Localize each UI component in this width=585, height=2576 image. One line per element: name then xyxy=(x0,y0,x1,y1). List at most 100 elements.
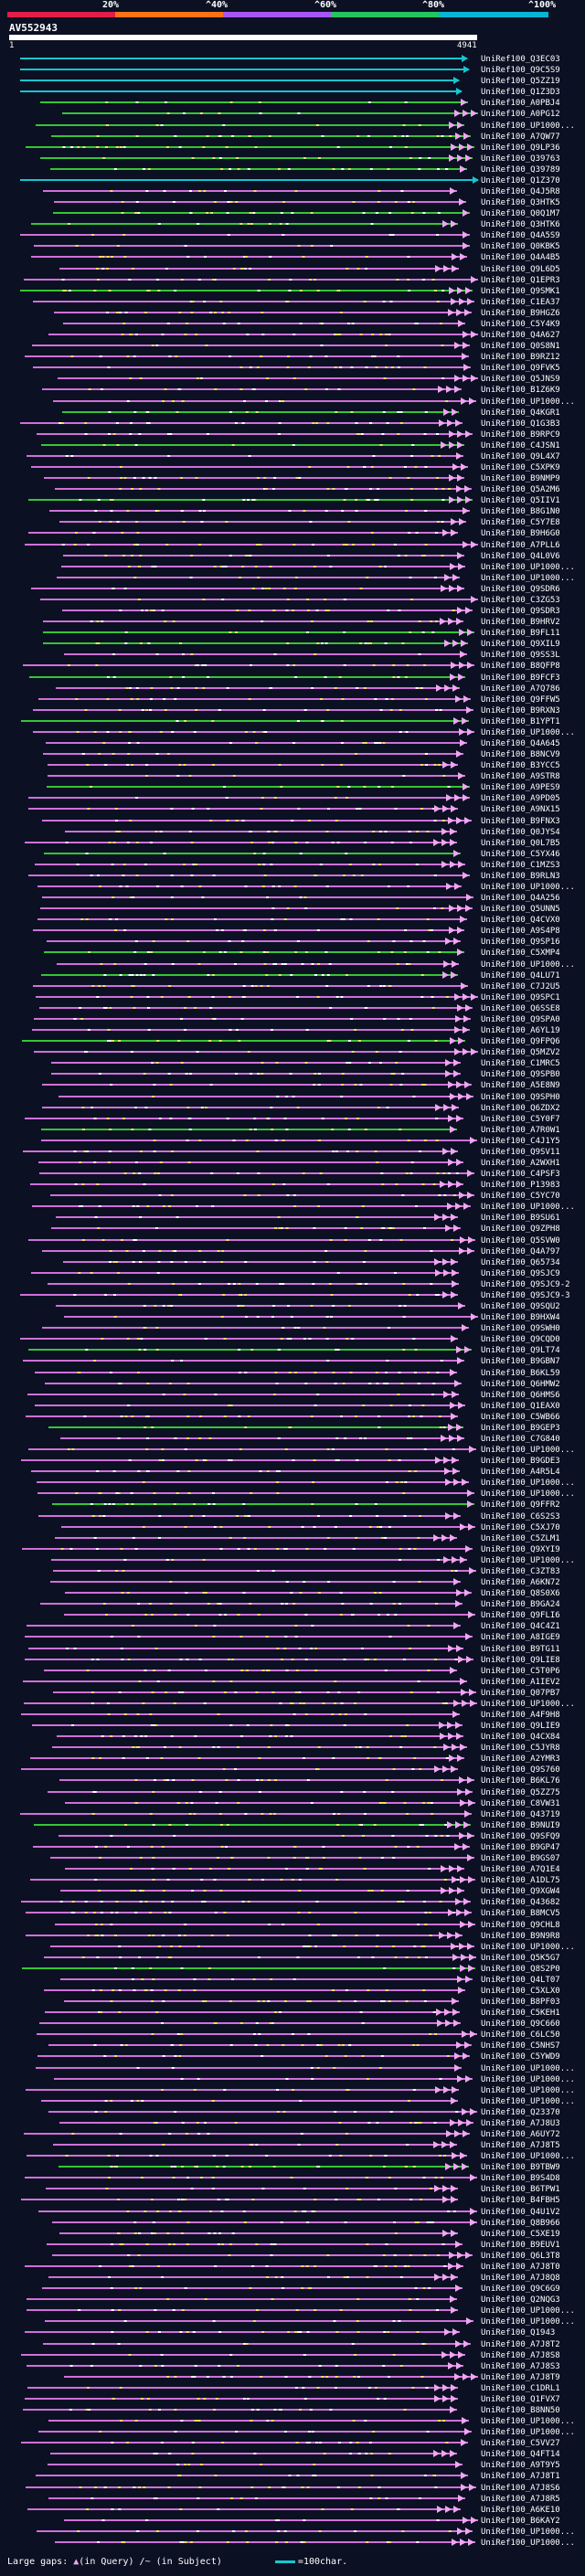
hit-label[interactable]: UniRef100_Q9SJC9-3 xyxy=(481,1291,570,1300)
hit-label[interactable]: UniRef100_A2YMR3 xyxy=(481,1754,560,1764)
hit-row[interactable]: UniRef100_Q4KGR1 xyxy=(62,408,560,418)
hit-row[interactable]: UniRef100_Q4C4Z1 xyxy=(27,1622,560,1631)
hit-row[interactable]: UniRef100_Q5A2M6 xyxy=(55,485,560,494)
hit-label[interactable]: UniRef100_A6YL19 xyxy=(481,1026,560,1035)
hit-label[interactable]: UniRef100_Q5ZZ75 xyxy=(481,1788,560,1797)
hit-label[interactable]: UniRef100_B9N9R8 xyxy=(481,1932,560,1941)
hit-row[interactable]: UniRef100_A1DL75 xyxy=(30,1876,560,1885)
hit-label[interactable]: UniRef100_C5YX46 xyxy=(481,850,560,859)
hit-row[interactable]: UniRef100_UP1000... xyxy=(26,2086,575,2095)
hit-label[interactable]: UniRef100_B9SU61 xyxy=(481,1214,560,1223)
hit-label[interactable]: UniRef100_C5JYR8 xyxy=(481,1744,560,1753)
hit-row[interactable]: UniRef100_C5Y0F7 xyxy=(25,1115,560,1124)
hit-row[interactable]: UniRef100_C6LC50 xyxy=(37,2030,560,2040)
hit-label[interactable]: UniRef100_B9RXN3 xyxy=(481,706,560,716)
hit-label[interactable]: UniRef100_B8NN50 xyxy=(481,2406,560,2415)
hit-label[interactable]: UniRef100_Q9SMK1 xyxy=(481,287,560,296)
hit-label[interactable]: UniRef100_Q9LT74 xyxy=(481,1346,560,1355)
hit-label[interactable]: UniRef100_Q5MZV2 xyxy=(481,1048,560,1057)
hit-row[interactable]: UniRef100_UP1000... xyxy=(32,1203,575,1212)
hit-label[interactable]: UniRef100_C5XE19 xyxy=(481,2230,560,2239)
hit-row[interactable]: UniRef100_Q1G3B3 xyxy=(20,419,560,429)
hit-row[interactable]: UniRef100_B6KL59 xyxy=(35,1369,560,1378)
hit-row[interactable]: UniRef100_Q39789 xyxy=(50,165,560,175)
hit-row[interactable]: UniRef100_B9FCF3 xyxy=(29,673,560,683)
hit-label[interactable]: UniRef100_Q9XGW4 xyxy=(481,1887,560,1896)
hit-row[interactable]: UniRef100_Q9SQU2 xyxy=(56,1302,560,1311)
hit-row[interactable]: UniRef100_C5JYR8 xyxy=(52,1744,560,1753)
hit-row[interactable]: UniRef100_Q6SSE8 xyxy=(39,1004,560,1013)
hit-label[interactable]: UniRef100_A6KN72 xyxy=(481,1578,560,1587)
hit-row[interactable]: UniRef100_A6YL19 xyxy=(32,1026,560,1035)
hit-label[interactable]: UniRef100_Q65734 xyxy=(481,1258,560,1267)
hit-row[interactable]: UniRef100_Q9SWH0 xyxy=(42,1324,560,1333)
hit-label[interactable]: UniRef100_A7J8T2 xyxy=(481,2340,560,2349)
hit-row[interactable]: UniRef100_Q9XYI9 xyxy=(22,1545,560,1554)
hit-row[interactable]: UniRef100_A2WXH1 xyxy=(38,1159,560,1168)
hit-row[interactable]: UniRef100_Q5SVW0 xyxy=(28,1236,560,1246)
hit-row[interactable]: UniRef100_C5XLX0 xyxy=(44,1987,560,1996)
hit-label[interactable]: UniRef100_C5XLX0 xyxy=(481,1987,560,1996)
hit-row[interactable]: UniRef100_Q0L7B5 xyxy=(25,839,560,848)
hit-row[interactable]: UniRef100_A8IGE9 xyxy=(25,1633,560,1642)
hit-label[interactable]: UniRef100_Q6ZDX2 xyxy=(481,1104,560,1113)
hit-row[interactable]: UniRef100_Q9SDR6 xyxy=(31,585,560,594)
hit-label[interactable]: UniRef100_A9NX15 xyxy=(481,805,560,814)
hit-label[interactable]: UniRef100_B9HGZ6 xyxy=(481,309,560,318)
hit-row[interactable]: UniRef100_Q9ZPH8 xyxy=(51,1224,560,1234)
hit-label[interactable]: UniRef100_UP1000... xyxy=(481,1446,575,1455)
hit-row[interactable]: UniRef100_B9RZ12 xyxy=(25,353,560,362)
hit-row[interactable]: UniRef100_Q9CQD0 xyxy=(20,1335,560,1344)
hit-row[interactable]: UniRef100_A7QW77 xyxy=(51,133,560,142)
hit-row[interactable]: UniRef100_A7J8T5 xyxy=(53,2141,560,2150)
hit-row[interactable]: UniRef100_C1MRC5 xyxy=(51,1059,560,1068)
hit-row[interactable]: UniRef100_B9TG11 xyxy=(28,1645,560,1654)
hit-row[interactable]: UniRef100_Q1FVX7 xyxy=(25,2395,560,2404)
hit-label[interactable]: UniRef100_Q4CX84 xyxy=(481,1733,560,1742)
hit-label[interactable]: UniRef100_Q07PB7 xyxy=(481,1689,560,1698)
hit-row[interactable]: UniRef100_Q4CVX0 xyxy=(37,916,560,925)
hit-label[interactable]: UniRef100_Q9S760 xyxy=(481,1765,560,1775)
hit-row[interactable]: UniRef100_UP1000... xyxy=(33,728,575,737)
hit-row[interactable]: UniRef100_B8PF03 xyxy=(64,1998,560,2007)
hit-row[interactable]: UniRef100_Q8S0X6 xyxy=(65,1589,560,1598)
hit-row[interactable]: UniRef100_Q9SMK1 xyxy=(20,287,560,296)
hit-row[interactable]: UniRef100_Q39763 xyxy=(40,154,560,164)
hit-row[interactable]: UniRef100_B8G1N0 xyxy=(49,507,560,516)
hit-row[interactable]: UniRef100_Q1943 xyxy=(25,2328,555,2337)
hit-row[interactable]: UniRef100_C7J2U5 xyxy=(33,982,560,991)
hit-label[interactable]: UniRef100_Q9L4X7 xyxy=(481,452,560,461)
hit-row[interactable]: UniRef100_Q23370 xyxy=(48,2108,560,2117)
hit-label[interactable]: UniRef100_Q2NQG3 xyxy=(481,2295,560,2305)
hit-row[interactable]: UniRef100_B9NUI9 xyxy=(34,1821,560,1830)
hit-row[interactable]: UniRef100_A7Q1E4 xyxy=(65,1865,560,1874)
hit-label[interactable]: UniRef100_A4R5L4 xyxy=(481,1468,560,1477)
hit-label[interactable]: UniRef100_C4J1Y5 xyxy=(481,1137,560,1146)
hit-label[interactable]: UniRef100_A7QW77 xyxy=(481,133,560,142)
hit-label[interactable]: UniRef100_Q9LP36 xyxy=(481,143,560,153)
hit-row[interactable]: UniRef100_A7PLL6 xyxy=(25,541,560,550)
hit-label[interactable]: UniRef100_B9GA24 xyxy=(481,1600,560,1609)
hit-label[interactable]: UniRef100_Q9SDR6 xyxy=(481,585,560,594)
hit-label[interactable]: UniRef100_Q4A256 xyxy=(481,894,560,903)
hit-label[interactable]: UniRef100_A0PG12 xyxy=(481,110,560,119)
hit-row[interactable]: UniRef100_Q4A5S9 xyxy=(20,231,560,240)
hit-label[interactable]: UniRef100_B8MCV5 xyxy=(481,1909,560,1918)
hit-row[interactable]: UniRef100_Q9S760 xyxy=(21,1765,560,1775)
hit-row[interactable]: UniRef100_Q4U1V2 xyxy=(38,2208,560,2217)
hit-label[interactable]: UniRef100_Q9SPC1 xyxy=(481,993,560,1002)
hit-row[interactable]: UniRef100_Q1Z3D3 xyxy=(20,88,560,97)
hit-label[interactable]: UniRef100_Q9LIE9 xyxy=(481,1722,560,1731)
hit-label[interactable]: UniRef100_B9HXW4 xyxy=(481,1313,560,1322)
hit-row[interactable]: UniRef100_UP1000... xyxy=(37,883,575,892)
hit-label[interactable]: UniRef100_C5YC70 xyxy=(481,1192,560,1201)
hit-row[interactable]: UniRef100_B9GDE3 xyxy=(21,1457,560,1466)
hit-label[interactable]: UniRef100_Q3HTK6 xyxy=(481,220,560,229)
hit-label[interactable]: UniRef100_UP1000... xyxy=(481,883,575,892)
hit-row[interactable]: UniRef100_UP1000... xyxy=(37,1489,575,1499)
hit-label[interactable]: UniRef100_B6KL59 xyxy=(481,1369,560,1378)
hit-label[interactable]: UniRef100_Q8S0X6 xyxy=(481,1589,560,1598)
hit-label[interactable]: UniRef100_A8IGE9 xyxy=(481,1633,560,1642)
hit-row[interactable]: UniRef100_C5YWD9 xyxy=(37,2052,560,2062)
hit-row[interactable]: UniRef100_B9H6G0 xyxy=(28,529,560,538)
